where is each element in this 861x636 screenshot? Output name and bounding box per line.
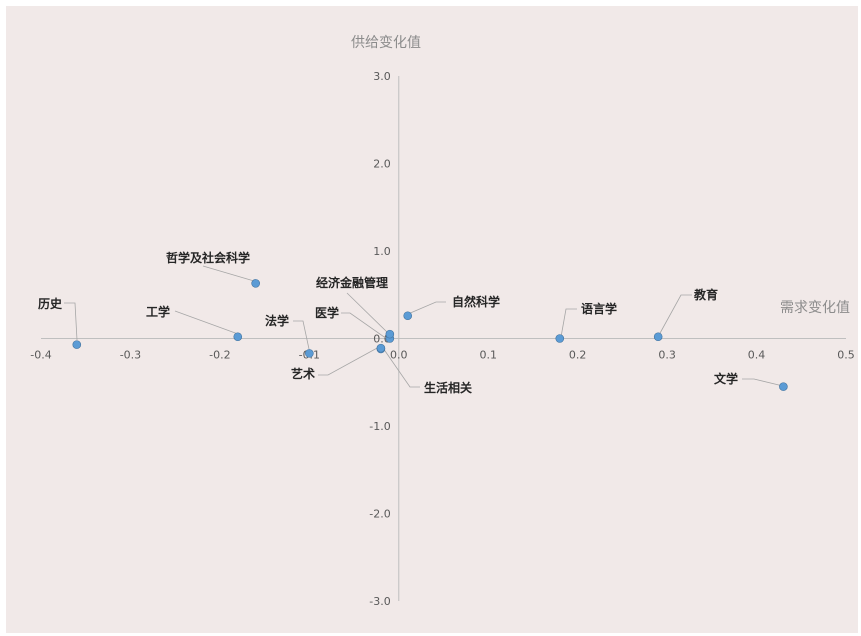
- leader-line: [318, 346, 380, 376]
- leader-line: [658, 294, 692, 336]
- leader-line: [742, 378, 784, 387]
- data-point: [779, 382, 788, 391]
- point-label: 医学: [315, 305, 339, 320]
- data-point: [653, 332, 663, 342]
- point-label: 生活相关: [424, 380, 472, 395]
- point-label: 工学: [146, 304, 170, 319]
- data-point: [72, 340, 82, 349]
- y-axis-title: 供给变化值: [351, 35, 421, 51]
- y-tick-label: -1.0: [369, 420, 390, 433]
- label-leader-lines: [64, 265, 784, 388]
- leader-line: [341, 312, 388, 340]
- data-point: [251, 279, 260, 288]
- leader-line: [382, 347, 420, 388]
- data-point: [555, 334, 565, 343]
- point-label: 经济金融管理: [316, 275, 388, 290]
- leader-line: [293, 320, 310, 350]
- point-label: 语言学: [581, 301, 617, 316]
- x-tick-label: -0.3: [120, 349, 141, 362]
- x-tick-label: 0.0: [390, 349, 408, 362]
- leader-line: [64, 302, 78, 341]
- y-tick-label: 2.0: [373, 158, 391, 171]
- x-tick-label: 0.1: [479, 349, 497, 362]
- x-tick-label: -0.2: [209, 349, 230, 362]
- point-label: 哲学及社会科学: [166, 250, 250, 265]
- chart-panel: [6, 6, 858, 633]
- leader-line: [560, 308, 577, 338]
- point-label: 文学: [714, 371, 738, 386]
- x-tick-label: 0.3: [658, 349, 676, 362]
- point-label: 法学: [265, 313, 289, 328]
- y-tick-label: -3.0: [369, 595, 390, 608]
- point-label: 艺术: [291, 366, 315, 381]
- data-point: [376, 343, 386, 353]
- data-points: [72, 279, 788, 391]
- x-tick-label: 0.2: [569, 349, 587, 362]
- y-tick-label: 3.0: [373, 70, 391, 83]
- data-point: [385, 329, 395, 339]
- x-tick-label: 0.4: [748, 349, 766, 362]
- data-point: [305, 349, 314, 358]
- leader-line: [174, 310, 239, 335]
- x-tick-label: -0.4: [30, 349, 51, 362]
- x-axis-title: 需求变化值: [780, 300, 850, 316]
- point-label: 历史: [38, 296, 63, 311]
- y-tick-label: -2.0: [369, 508, 390, 521]
- x-tick-labels: -0.4-0.3-0.2-0.10.00.10.20.30.40.5: [30, 349, 854, 362]
- leader-line: [346, 292, 389, 334]
- leader-line: [202, 265, 255, 282]
- y-tick-label: 1.0: [373, 245, 391, 258]
- leader-line: [407, 301, 446, 315]
- data-point: [233, 332, 243, 342]
- point-label: 教育: [693, 287, 718, 302]
- point-label: 自然科学: [452, 294, 500, 309]
- x-tick-label: 0.5: [837, 349, 855, 362]
- data-point: [403, 311, 413, 321]
